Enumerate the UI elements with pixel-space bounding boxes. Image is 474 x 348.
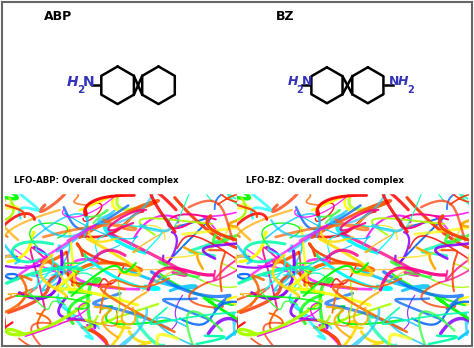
- Text: H: H: [288, 76, 298, 88]
- Text: H: H: [398, 76, 409, 88]
- Text: BZ: BZ: [276, 10, 295, 23]
- Text: N: N: [82, 75, 94, 89]
- Text: LFO-ABP: Overall docked complex: LFO-ABP: Overall docked complex: [14, 176, 179, 185]
- Bar: [5, 171, 237, 193]
- Text: LFO-BZ: Overall docked complex: LFO-BZ: Overall docked complex: [246, 176, 404, 185]
- Text: ABP: ABP: [44, 10, 72, 23]
- Text: N: N: [389, 76, 400, 88]
- Text: N: N: [301, 76, 312, 88]
- Text: 2: 2: [77, 85, 84, 95]
- Bar: [237, 171, 469, 193]
- Text: H: H: [67, 75, 79, 89]
- Text: 2: 2: [407, 85, 414, 95]
- Text: 2: 2: [297, 85, 303, 95]
